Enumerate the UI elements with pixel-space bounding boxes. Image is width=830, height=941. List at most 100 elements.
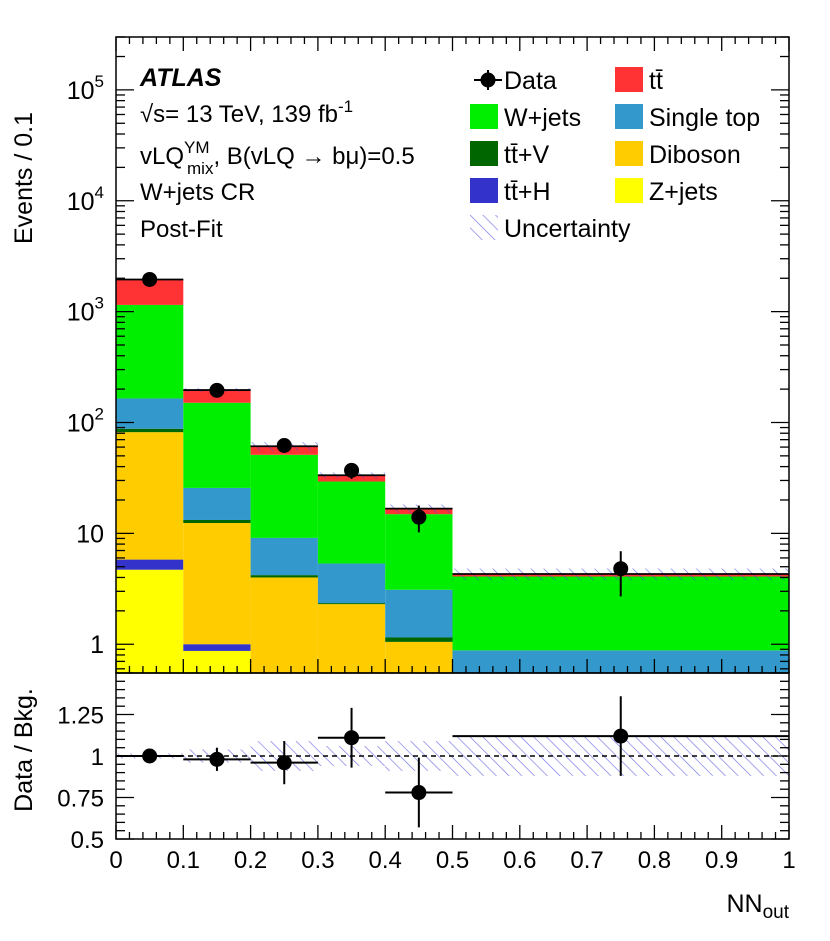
bar-ttv-bin-4 xyxy=(385,637,453,642)
ratio-point xyxy=(344,730,360,746)
y-tick-label-exp: 3 xyxy=(95,294,104,313)
legend-tt-label: tt̄ xyxy=(649,67,663,95)
bar-tth-bin-1 xyxy=(183,644,251,651)
ratio-point xyxy=(411,785,427,801)
legend-tt-v-swatch xyxy=(470,141,498,166)
x-tick-label: 0.6 xyxy=(503,847,536,874)
data-points xyxy=(142,271,629,597)
y-tick-label: 1 xyxy=(90,631,104,659)
bar-diboson-bin-2 xyxy=(250,577,318,673)
y-tick-label-exp: 5 xyxy=(95,72,104,91)
ratio-point xyxy=(613,728,629,744)
stacked-histogram xyxy=(116,279,789,673)
ratio-y-tick-label: 0.5 xyxy=(71,827,104,854)
signal-label-sup: YM xyxy=(184,138,210,157)
ratio-y-tick-label: 1.25 xyxy=(57,703,104,730)
bar-w-jets-bin-1 xyxy=(183,402,251,488)
signal-label: vLQYM mix, B(vLQ → bμ)=0.5 xyxy=(140,138,415,178)
x-tick-label: 0.5 xyxy=(436,847,469,874)
y-tick-label-base: 1 xyxy=(90,631,104,659)
atlas-label: ATLAS xyxy=(139,64,222,92)
legend-uncertainty-label: Uncertainty xyxy=(504,215,631,243)
y-tick-label-base: 10 xyxy=(76,520,104,548)
legend-w-jets-label: W+jets xyxy=(504,104,581,132)
x-tick-label: 0.7 xyxy=(570,847,603,874)
y-tick-label-base: 10 xyxy=(67,299,95,327)
bar-w-jets-bin-2 xyxy=(250,454,318,538)
data-point xyxy=(209,382,225,398)
bar-ttv-bin-3 xyxy=(317,603,386,605)
y-tick-label-base: 10 xyxy=(67,409,95,437)
legend-data-marker xyxy=(480,72,496,88)
bar-single-top-bin-1 xyxy=(183,487,251,520)
ratio-y-tick-label: 1 xyxy=(91,744,104,771)
x-axis-title: NNout xyxy=(726,890,789,923)
bar-ttv-bin-1 xyxy=(183,519,251,523)
bar-ttv-bin-0 xyxy=(116,428,184,433)
y-tick-label: 10 xyxy=(76,520,104,548)
legend-w-jets-swatch xyxy=(470,104,498,129)
x-axis-title-main: NN xyxy=(726,890,762,918)
y-tick-label-exp: 4 xyxy=(95,183,104,202)
ratio-panel-frame xyxy=(115,672,790,840)
x-tick-label: 0.3 xyxy=(301,847,334,874)
y-tick-label: 103 xyxy=(67,294,104,327)
legend-single-top-swatch xyxy=(615,104,643,129)
bar-z-jets-bin-0 xyxy=(116,569,184,673)
ratio-point xyxy=(276,755,292,771)
legend-tt-h-label: tt̄+H xyxy=(504,178,551,206)
energy-lumi-label: √s= 13 TeV, 139 fb-1 xyxy=(140,97,353,128)
y-tick-label-base: 10 xyxy=(67,77,95,105)
legend: Data tt̄ W+jets Single top tt̄+V Diboson tt̄+H… xyxy=(470,67,760,243)
bar-diboson-bin-3 xyxy=(317,604,386,673)
legend-tt-v-label: tt̄+V xyxy=(504,141,549,169)
legend-diboson-swatch xyxy=(615,141,643,166)
bar-single-top-bin-2 xyxy=(250,537,318,576)
bar-diboson-bin-4 xyxy=(385,641,453,673)
data-point xyxy=(142,271,158,287)
bar-diboson-bin-0 xyxy=(116,432,184,560)
y-tick-label: 105 xyxy=(67,72,104,105)
legend-tt-swatch xyxy=(615,67,643,92)
signal-label-sub: mix xyxy=(187,159,214,178)
fit-label: Post-Fit xyxy=(140,216,223,243)
ratio-y-tick-label: 0.75 xyxy=(57,786,104,813)
bar-w-jets-bin-3 xyxy=(317,481,386,564)
legend-uncertainty-swatch xyxy=(470,215,498,240)
bar-diboson-bin-1 xyxy=(183,522,251,645)
ratio-points xyxy=(116,696,789,828)
y-tick-label-exp: 2 xyxy=(95,404,104,423)
x-tick-label: 0.8 xyxy=(638,847,671,874)
data-point xyxy=(344,462,360,478)
x-tick-label: 0.2 xyxy=(234,847,267,874)
bar-ttv-bin-2 xyxy=(250,575,318,578)
bar-single-top-bin-3 xyxy=(317,563,386,604)
signal-label-branching: , B(vLQ → bμ)=0.5 xyxy=(213,143,414,170)
legend-tt-h-swatch xyxy=(470,178,498,203)
y-tick-label: 102 xyxy=(67,404,104,437)
main-y-axis-title: Events / 0.1 xyxy=(10,112,38,244)
energy-lumi-text: = 13 TeV, 139 fb xyxy=(165,101,338,128)
x-axis-title-sub: out xyxy=(763,902,790,923)
bar-single-top-bin-5 xyxy=(452,650,789,673)
x-tick-label: 1 xyxy=(782,847,795,874)
signal-label-base: vLQ xyxy=(140,143,184,170)
x-tick-label: 0.4 xyxy=(369,847,402,874)
legend-data-label: Data xyxy=(504,67,557,95)
data-point xyxy=(411,509,427,525)
legend-z-jets-swatch xyxy=(615,178,643,203)
ratio-y-axis-title: Data / Bkg. xyxy=(10,688,38,812)
x-tick-label: 0.9 xyxy=(705,847,738,874)
bar-tth-bin-0 xyxy=(116,559,184,570)
region-label: W+jets CR xyxy=(140,179,255,206)
data-point xyxy=(276,438,292,454)
axes: 0 0.1 0.2 0.3 0.4 0.5 0.6 0.7 0.8 0.9 111010210310… xyxy=(57,36,796,874)
sqrt-s-symbol: √s xyxy=(140,101,165,128)
y-tick-label-base: 10 xyxy=(67,188,95,216)
bar-single-top-bin-4 xyxy=(385,589,453,638)
data-point xyxy=(613,561,629,577)
ratio-point xyxy=(142,748,158,764)
legend-z-jets-label: Z+jets xyxy=(649,178,718,206)
x-tick-label: 0.1 xyxy=(167,847,200,874)
